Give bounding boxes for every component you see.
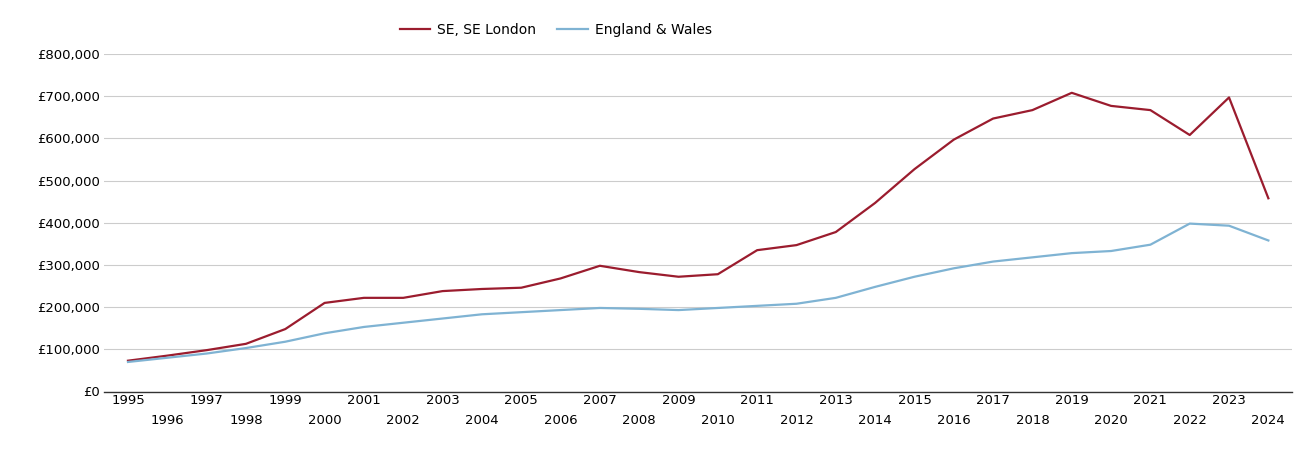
England & Wales — [827, 295, 843, 301]
SE, SE London — [985, 116, 1001, 121]
England & Wales — [474, 311, 489, 317]
SE, SE London — [827, 230, 843, 235]
England & Wales — [395, 320, 411, 325]
SE, SE London — [553, 276, 569, 281]
SE, SE London — [356, 295, 372, 301]
England & Wales — [985, 259, 1001, 264]
SE, SE London — [592, 263, 608, 269]
England & Wales — [278, 339, 294, 344]
England & Wales — [1261, 238, 1276, 243]
SE, SE London — [1221, 95, 1237, 100]
England & Wales — [749, 303, 765, 309]
England & Wales — [1103, 248, 1118, 254]
England & Wales — [238, 345, 253, 351]
SE, SE London — [1182, 132, 1198, 138]
England & Wales — [946, 266, 962, 271]
England & Wales — [198, 351, 214, 356]
Line: SE, SE London: SE, SE London — [128, 93, 1268, 361]
SE, SE London — [868, 200, 883, 206]
SE, SE London — [1064, 90, 1079, 95]
SE, SE London — [120, 358, 136, 364]
SE, SE London — [946, 137, 962, 142]
SE, SE London — [749, 248, 765, 253]
SE, SE London — [1103, 103, 1118, 108]
England & Wales — [710, 305, 726, 310]
England & Wales — [317, 331, 333, 336]
England & Wales — [356, 324, 372, 330]
England & Wales — [1024, 255, 1040, 260]
SE, SE London — [788, 243, 804, 248]
SE, SE London — [435, 288, 450, 294]
SE, SE London — [907, 166, 923, 172]
SE, SE London — [278, 326, 294, 332]
SE, SE London — [513, 285, 529, 290]
SE, SE London — [1261, 196, 1276, 201]
England & Wales — [159, 355, 175, 360]
SE, SE London — [1143, 108, 1159, 113]
England & Wales — [1221, 223, 1237, 229]
SE, SE London — [671, 274, 686, 279]
England & Wales — [435, 316, 450, 321]
SE, SE London — [238, 341, 253, 346]
England & Wales — [1064, 250, 1079, 256]
SE, SE London — [395, 295, 411, 301]
England & Wales — [1182, 221, 1198, 226]
England & Wales — [120, 359, 136, 364]
Line: England & Wales: England & Wales — [128, 224, 1268, 362]
SE, SE London — [1024, 108, 1040, 113]
SE, SE London — [710, 271, 726, 277]
England & Wales — [592, 305, 608, 310]
Legend: SE, SE London, England & Wales: SE, SE London, England & Wales — [394, 17, 718, 42]
SE, SE London — [317, 300, 333, 306]
England & Wales — [788, 301, 804, 306]
SE, SE London — [474, 286, 489, 292]
England & Wales — [553, 307, 569, 313]
SE, SE London — [632, 270, 647, 275]
England & Wales — [868, 284, 883, 290]
England & Wales — [513, 310, 529, 315]
England & Wales — [671, 307, 686, 313]
England & Wales — [632, 306, 647, 311]
SE, SE London — [198, 347, 214, 353]
SE, SE London — [159, 353, 175, 358]
England & Wales — [1143, 242, 1159, 248]
England & Wales — [907, 274, 923, 279]
